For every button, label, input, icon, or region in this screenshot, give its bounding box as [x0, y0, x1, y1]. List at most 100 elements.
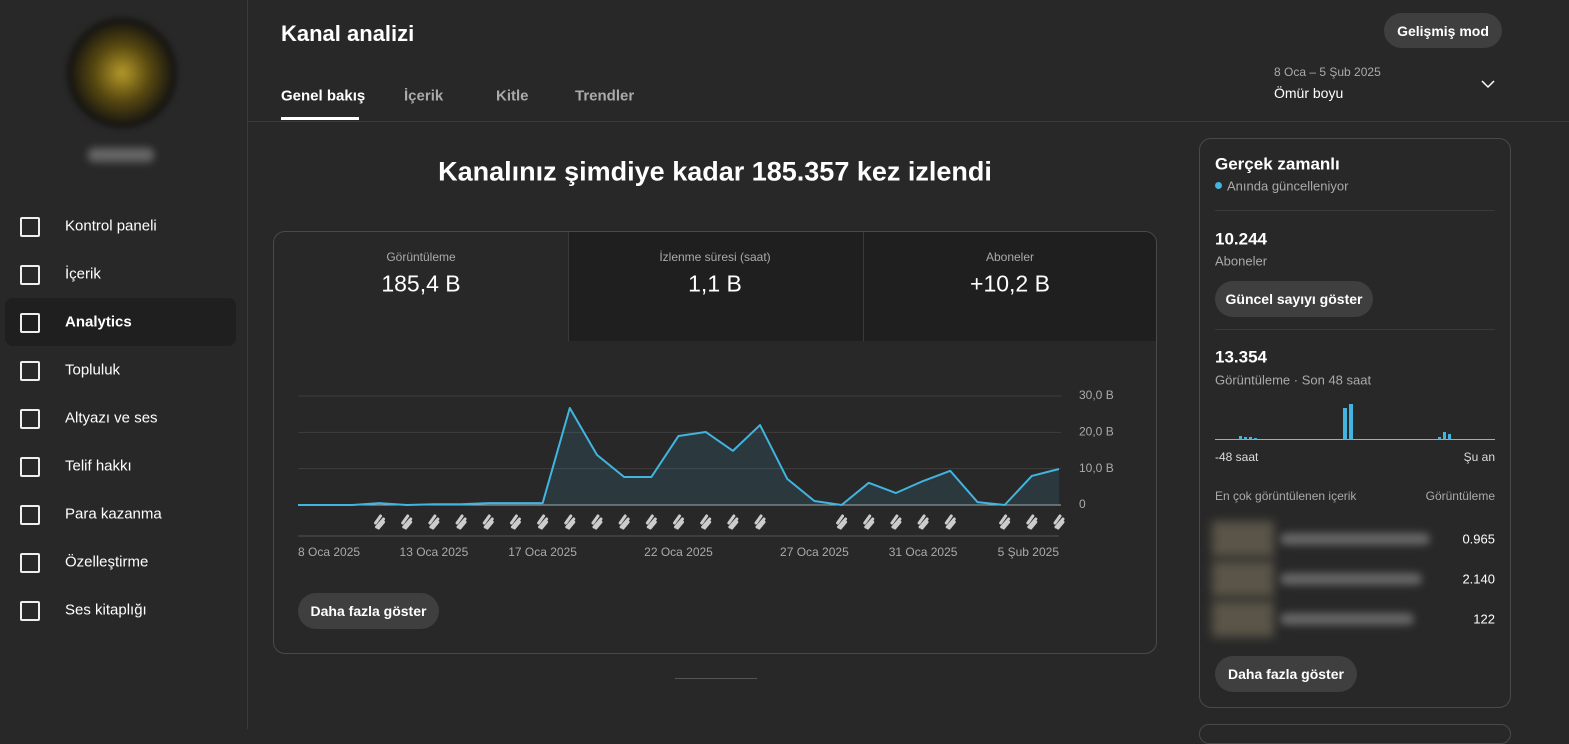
- title-blurred[interactable]: [1280, 573, 1422, 585]
- realtime-status: Anında güncelleniyor: [1227, 178, 1349, 194]
- advanced-mode-button[interactable]: Gelişmiş mod: [1384, 13, 1502, 48]
- realtime-card: [1199, 138, 1511, 708]
- nav-icon: [20, 217, 40, 237]
- metric-divider: [863, 232, 864, 341]
- shorts-icon: [564, 514, 576, 530]
- realtime-more-button[interactable]: Daha fazla göster: [1215, 656, 1357, 692]
- mini-bar: [1254, 438, 1257, 440]
- top-content-label: En çok görüntülenen içerik: [1215, 489, 1357, 503]
- shorts-icon: [591, 514, 603, 530]
- x-tick-label: 17 Oca 2025: [508, 545, 577, 559]
- view-label: Görüntüleme · Son 48 saat: [1215, 372, 1372, 388]
- mini-bar: [1443, 432, 1446, 440]
- thumbnail-blurred[interactable]: [1212, 561, 1274, 597]
- tab[interactable]: Genel bakış: [281, 87, 366, 105]
- axis-end: Şu an: [1463, 450, 1495, 464]
- nav-item[interactable]: Para kazanma: [65, 505, 162, 523]
- more-button[interactable]: Daha fazla göster: [298, 593, 439, 629]
- subscriber-label: Aboneler: [1215, 253, 1268, 269]
- metric-value[interactable]: 1,1 B: [688, 270, 742, 297]
- shorts-icon: [754, 514, 766, 530]
- shorts-icon: [1053, 514, 1065, 530]
- nav-icon: [20, 505, 40, 525]
- tab[interactable]: İçerik: [404, 87, 444, 105]
- nav-item[interactable]: Kontrol paneli: [65, 217, 157, 235]
- tab[interactable]: Trendler: [575, 87, 635, 105]
- avatar: [67, 18, 177, 128]
- nav-icon: [20, 409, 40, 429]
- line: [298, 406, 1060, 506]
- shorts-icon: [428, 514, 440, 530]
- mini-bars: [1239, 404, 1451, 440]
- shorts-icon: [999, 514, 1011, 530]
- shorts-icon: [890, 514, 902, 530]
- title-blurred[interactable]: [1280, 533, 1430, 545]
- x-tick-label: 5 Şub 2025: [998, 545, 1060, 559]
- nav-item[interactable]: Özelleştirme: [65, 553, 149, 571]
- tab-underline: [281, 117, 359, 120]
- x-tick-label: 31 Oca 2025: [889, 545, 958, 559]
- y-tick-label: 0: [1079, 497, 1086, 511]
- shorts-icon: [1026, 514, 1038, 530]
- area: [298, 407, 1059, 505]
- divider: [1215, 329, 1495, 330]
- tab[interactable]: Kitle: [496, 87, 529, 105]
- shorts-icon: [944, 514, 956, 530]
- subscriber-count: 10.244: [1215, 229, 1267, 249]
- realtime-mini-chart: [1215, 404, 1495, 440]
- nav-item[interactable]: Analytics: [65, 313, 132, 331]
- mini-bar: [1343, 408, 1347, 440]
- period[interactable]: Ömür boyu: [1274, 85, 1344, 101]
- shorts-icon: [700, 514, 712, 530]
- title-blurred[interactable]: [1280, 613, 1414, 625]
- metric-label: Aboneler: [985, 250, 1035, 264]
- chevron[interactable]: [1480, 79, 1496, 91]
- shorts-icon: [645, 514, 657, 530]
- channel-name-blurred: [88, 148, 154, 162]
- top-views-label: Görüntüleme: [1425, 489, 1495, 503]
- sidebar: Kontrol paneli İçerik Analytics Topluluk Alt…: [0, 0, 248, 729]
- scroll-indicator: [675, 678, 757, 679]
- nav-icon: [20, 457, 40, 477]
- nav-item[interactable]: Altyazı ve ses: [65, 409, 158, 427]
- nav-item[interactable]: Telif hakkı: [65, 457, 132, 475]
- headline: Kanalınız şimdiye kadar 185.357 kez izle…: [438, 156, 992, 187]
- mini-bar: [1239, 436, 1242, 440]
- mini-bar: [1438, 437, 1441, 440]
- x-tick-label: 27 Oca 2025: [780, 545, 849, 559]
- metric-value[interactable]: +10,2 B: [970, 270, 1050, 297]
- nav-icon: [20, 601, 40, 621]
- nav-icon: [20, 553, 40, 573]
- top-views-value: 2.140: [1462, 571, 1495, 587]
- nav-icon: [20, 361, 40, 381]
- mini-bar: [1249, 437, 1252, 440]
- shorts-icon: [374, 514, 386, 530]
- shorts-icon: [455, 514, 467, 530]
- thumbnail-blurred[interactable]: [1212, 601, 1274, 637]
- nav-item[interactable]: Topluluk: [65, 361, 121, 379]
- y-tick-label: 30,0 B: [1079, 388, 1114, 402]
- nav-item[interactable]: Ses kitaplığı: [65, 601, 147, 619]
- shorts-icon: [618, 514, 630, 530]
- nav-highlight: [5, 298, 236, 346]
- divider: [1215, 210, 1495, 211]
- chart-card: [273, 231, 1157, 654]
- axis-start: -48 saat: [1215, 450, 1259, 464]
- x-tick-label: 13 Oca 2025: [400, 545, 469, 559]
- page-title: Kanal analizi: [281, 21, 415, 46]
- shorts-icon: [727, 514, 739, 530]
- thumbnail-blurred[interactable]: [1212, 521, 1274, 557]
- live-dot: [1215, 182, 1222, 189]
- x-tick-label: 22 Oca 2025: [644, 545, 713, 559]
- metric-value[interactable]: 185,4 B: [381, 270, 461, 297]
- mini-bar: [1349, 404, 1353, 440]
- realtime-title: Gerçek zamanlı: [1215, 154, 1340, 174]
- nav-item[interactable]: İçerik: [65, 265, 101, 283]
- count-button[interactable]: Güncel sayıyı göster: [1215, 281, 1373, 317]
- mini-bar: [1448, 434, 1451, 440]
- shorts-icon: [509, 514, 521, 530]
- mini-bar: [1244, 437, 1247, 440]
- views-chart: 0 10,0 B 20,0 B 30,0 B 8 Oca 2025 13 Oca 2025…: [298, 388, 1114, 559]
- shorts-icon: [401, 514, 413, 530]
